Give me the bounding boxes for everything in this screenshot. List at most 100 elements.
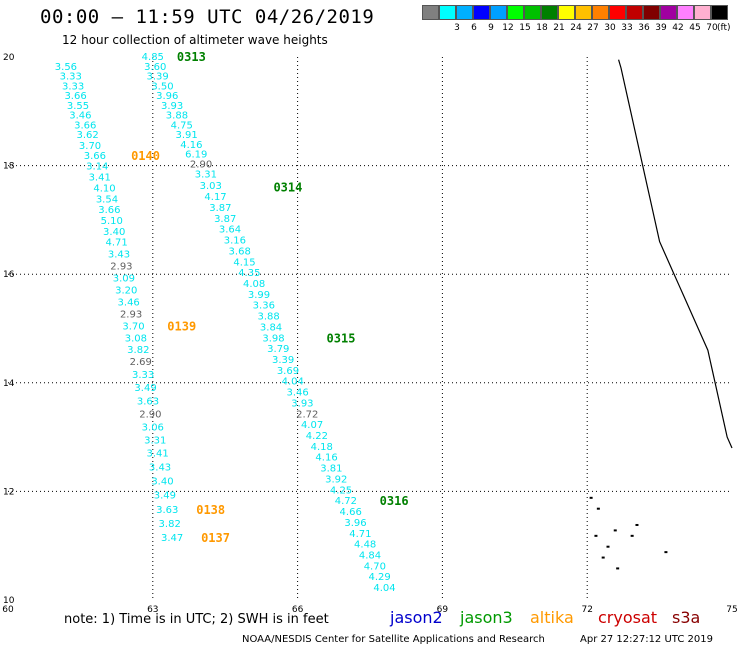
x-tick-label: 75	[726, 605, 737, 615]
wave-height-label: 4.29	[369, 572, 391, 583]
wave-height-label: 3.49	[134, 383, 156, 394]
wave-height-label: 3.14	[86, 162, 108, 173]
wave-height-label: 3.09	[113, 274, 135, 285]
wave-height-label: 3.99	[248, 290, 270, 301]
wave-height-label: 3.62	[77, 130, 99, 141]
wave-height-label: 4.16	[315, 453, 337, 464]
pass-label: 0139	[167, 319, 196, 333]
pass-label: 0314	[273, 180, 302, 194]
wave-height-label: 3.39	[272, 355, 294, 366]
color-scale-label: 24	[570, 23, 582, 33]
wave-height-label: 3.54	[96, 194, 118, 205]
wave-height-label: 4.84	[359, 550, 381, 561]
color-scale-swatch	[524, 5, 541, 20]
wave-height-label: 4.85	[142, 52, 164, 63]
color-scale-label: 6	[471, 23, 477, 33]
pass-label: 0137	[201, 531, 230, 545]
y-tick-label: 18	[3, 162, 15, 172]
wave-height-label: 4.04	[282, 377, 304, 388]
wave-height-label: 3.92	[325, 474, 347, 485]
wave-height-label: 3.50	[151, 81, 173, 92]
wave-height-label: 3.41	[89, 173, 111, 184]
x-tick-label: 60	[2, 605, 14, 615]
data-points: 3.563.333.333.663.553.463.663.623.703.66…	[55, 52, 396, 594]
pass-label: 0316	[380, 494, 409, 508]
pass-label: 0315	[327, 331, 356, 345]
wave-height-label: 3.70	[79, 141, 101, 152]
wave-height-label: 4.71	[349, 529, 371, 540]
wave-height-label: 4.70	[364, 561, 386, 572]
wave-height-label: 4.48	[354, 540, 376, 551]
wave-height-label: 4.66	[340, 507, 362, 518]
color-scale-swatch	[711, 5, 728, 20]
generated-timestamp: Apr 27 12:27:12 UTC 2019	[580, 634, 713, 645]
wave-height-label: 3.68	[229, 246, 251, 257]
wave-height-label: 4.18	[311, 442, 333, 453]
wave-height-label: 4.35	[238, 268, 260, 279]
color-scale-label: 12	[502, 23, 514, 33]
color-scale-label: 9	[488, 23, 494, 33]
y-tick-label: 12	[3, 487, 14, 497]
color-scale-swatch	[626, 5, 643, 20]
pass-label: 0138	[196, 503, 225, 517]
wave-height-label: 3.60	[144, 62, 166, 73]
color-scale-swatch	[592, 5, 609, 20]
wave-height-label: 3.93	[161, 101, 183, 112]
legend-item-cryosat: cryosat	[598, 608, 658, 627]
wave-height-label: 4.22	[306, 431, 328, 442]
wave-height-label: 3.66	[74, 120, 96, 131]
wave-height-label: 3.36	[253, 301, 275, 312]
color-scale-label: 3	[454, 23, 460, 33]
wave-height-label: 3.70	[122, 321, 144, 332]
color-scale-swatch	[643, 5, 660, 20]
color-scale-label: 36	[638, 23, 650, 33]
wave-height-label: 4.72	[335, 496, 357, 507]
wave-height-label: 3.66	[64, 91, 86, 102]
wave-height-label: 4.71	[105, 238, 127, 249]
x-tick-label: 66	[292, 605, 304, 615]
color-scale-swatch	[558, 5, 575, 20]
color-scale-label: 27	[587, 23, 599, 33]
wave-height-label: 2.93	[120, 309, 142, 320]
wave-height-label: 2.93	[110, 262, 132, 273]
wave-height-label: 3.93	[291, 398, 313, 409]
wave-height-label: 3.63	[156, 505, 178, 516]
color-scale-swatch	[677, 5, 694, 20]
island-marker	[594, 534, 598, 537]
island-marker	[589, 496, 593, 499]
wave-height-label: 3.66	[98, 205, 120, 216]
wave-height-label: 3.46	[286, 388, 308, 399]
color-scale-swatch	[541, 5, 558, 20]
wave-height-label: 4.16	[180, 140, 202, 151]
wave-height-label: 3.20	[115, 285, 137, 296]
wave-height-label: 3.08	[125, 333, 147, 344]
wave-height-label: 5.10	[101, 216, 123, 227]
wave-height-label: 3.87	[209, 203, 231, 214]
wave-height-label: 6.19	[185, 150, 207, 161]
legend-item-altika: altika	[530, 608, 574, 627]
wave-height-label: 3.33	[62, 81, 84, 92]
wave-height-label: 3.03	[200, 181, 222, 192]
island-marker	[635, 523, 639, 526]
color-scale-swatch	[456, 5, 473, 20]
wave-height-label: 3.46	[69, 111, 91, 122]
color-scale-unit: (ft)	[717, 23, 731, 33]
wave-height-label: 2.72	[296, 409, 318, 420]
wave-height-label: 3.81	[320, 464, 342, 475]
wave-height-label: 3.98	[262, 333, 284, 344]
island-marker	[630, 534, 634, 537]
wave-height-label: 3.88	[258, 312, 280, 323]
island-marker	[664, 551, 668, 554]
color-scale-label: 42	[672, 23, 684, 33]
island-marker	[606, 545, 610, 548]
color-scale-label: 33	[621, 23, 633, 33]
legend-item-s3a: s3a	[672, 608, 701, 627]
wave-height-label: 3.82	[127, 345, 149, 356]
coastline-path	[617, 59, 733, 449]
coastline	[589, 59, 733, 570]
wave-height-label: 3.88	[166, 111, 188, 122]
wave-height-label: 4.04	[373, 583, 395, 594]
color-scale-label: 15	[519, 23, 531, 33]
wave-height-label: 3.31	[195, 169, 217, 180]
x-tick-label: 69	[437, 605, 449, 615]
